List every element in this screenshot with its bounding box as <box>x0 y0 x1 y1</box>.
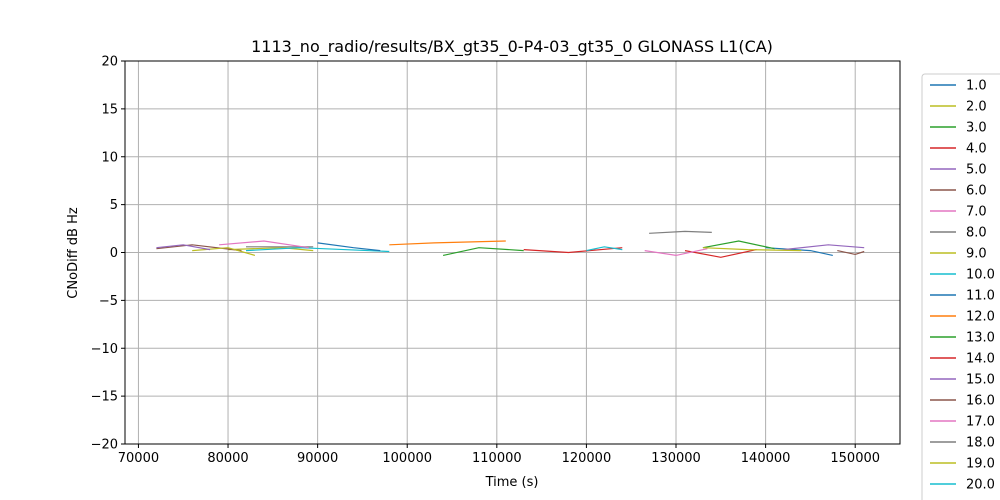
legend-label: 16.0 <box>966 394 995 409</box>
legend-label: 4.0 <box>966 142 987 157</box>
series-line-5.0 <box>783 244 865 251</box>
series-line-4.0 <box>684 249 757 258</box>
series-line-14.0 <box>523 247 623 254</box>
chart-title: 1113_no_radio/results/BX_gt35_0-P4-03_gt… <box>251 37 773 57</box>
legend-label: 9.0 <box>966 247 987 262</box>
x-tick-label: 70000 <box>118 451 159 466</box>
legend-label: 7.0 <box>966 205 987 220</box>
legend-label: 13.0 <box>966 331 995 346</box>
series-line-18.0 <box>649 230 712 234</box>
legend-label: 20.0 <box>966 478 995 493</box>
x-tick-label: 100000 <box>382 451 432 466</box>
y-tick-label: 0 <box>110 246 118 261</box>
legend-frame <box>921 73 1000 500</box>
legend-label: 10.0 <box>966 268 995 283</box>
series-line-13.0 <box>442 247 524 256</box>
x-tick-label: 130000 <box>651 451 701 466</box>
series-line-9.0 <box>192 247 256 256</box>
legend-label: 15.0 <box>966 373 995 388</box>
legend-label: 2.0 <box>966 100 987 115</box>
series-line-12.0 <box>389 240 506 246</box>
y-axis-label: CNoDiff dB Hz <box>66 207 81 299</box>
series-line-20.0 <box>586 246 623 252</box>
series-line-2.0 <box>227 247 314 252</box>
series-line-3.0 <box>702 240 775 250</box>
series-line-1.0 <box>765 247 833 256</box>
y-tick-label: −10 <box>91 342 118 357</box>
y-tick-label: 15 <box>101 102 118 117</box>
legend-label: 3.0 <box>966 121 987 136</box>
y-tick-label: 5 <box>110 198 118 213</box>
legend-label: 1.0 <box>966 79 987 94</box>
legend-label: 19.0 <box>966 457 995 472</box>
x-tick-label: 120000 <box>562 451 612 466</box>
legend-label: 18.0 <box>966 436 995 451</box>
x-tick-label: 110000 <box>472 451 522 466</box>
x-tick-label: 80000 <box>207 451 248 466</box>
series-line-17.0 <box>219 240 309 249</box>
series-line-11.0 <box>317 242 381 252</box>
legend-label: 12.0 <box>966 310 995 325</box>
legend-label: 5.0 <box>966 163 987 178</box>
x-tick-label: 150000 <box>830 451 880 466</box>
y-axis-ticks: −20 −15 −10 −5 0 5 10 15 20 <box>91 55 125 453</box>
series-line-16.0 <box>837 250 865 256</box>
series-line-10.0 <box>245 247 390 253</box>
y-tick-label: 20 <box>101 55 118 70</box>
y-tick-label: −5 <box>99 294 118 309</box>
x-tick-label: 90000 <box>297 451 338 466</box>
legend-label: 8.0 <box>966 226 987 241</box>
y-tick-label: −15 <box>91 390 118 405</box>
legend-label: 14.0 <box>966 352 995 367</box>
y-tick-label: −20 <box>91 438 118 453</box>
legend-label: 6.0 <box>966 184 987 199</box>
series-line-19.0 <box>702 247 802 252</box>
grid <box>125 60 900 445</box>
series-line-6.0 <box>156 244 242 252</box>
x-axis-ticks: 70000 80000 90000 100000 110000 120000 130000 1… <box>118 444 880 466</box>
legend-label: 11.0 <box>966 289 995 304</box>
y-tick-label: 10 <box>101 150 118 165</box>
plot-area <box>156 230 865 258</box>
x-axis-label: Time (s) <box>485 475 539 490</box>
legend-label: 17.0 <box>966 415 995 430</box>
series-line-7.0 <box>644 248 708 257</box>
x-tick-label: 140000 <box>741 451 791 466</box>
series-line-15.0 <box>156 244 211 251</box>
legend: 1.0 2.0 3.0 4.0 5.0 6.0 7.0 8.0 9.0 10.0 11.0 12.0 1… <box>921 73 1000 500</box>
